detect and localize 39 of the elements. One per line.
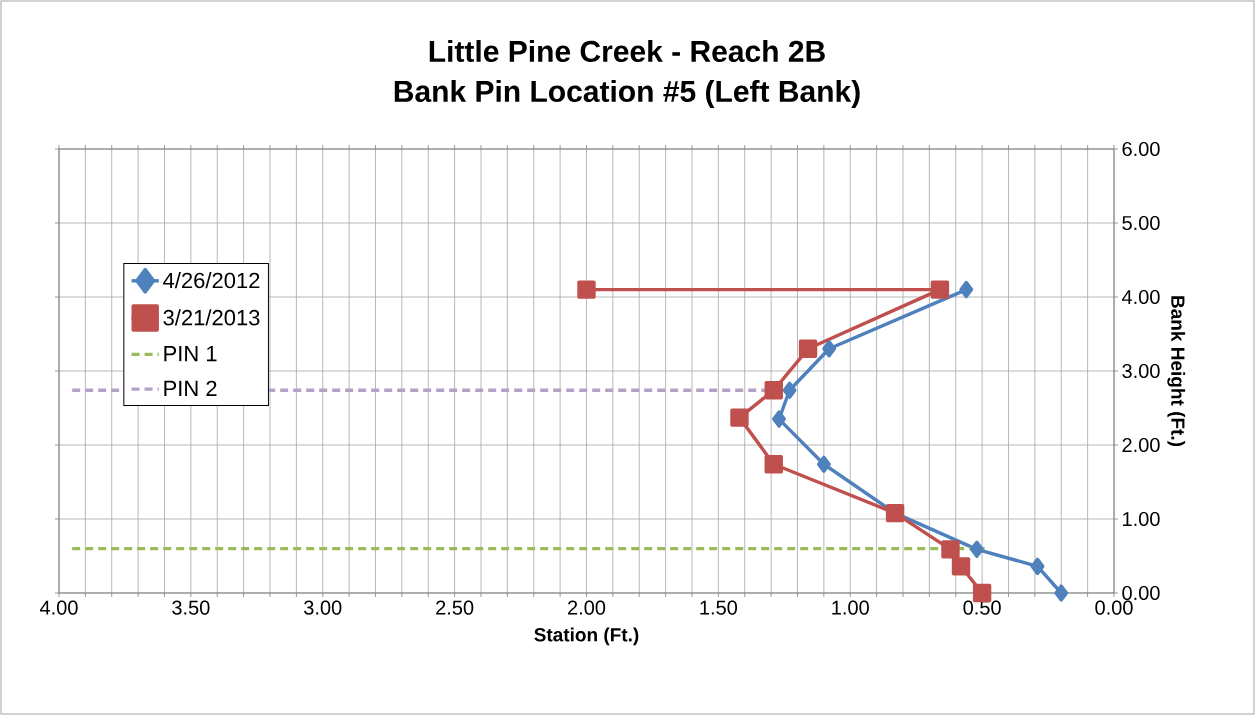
x-tick-label: 1.50 [700, 600, 738, 615]
point [577, 280, 596, 299]
x-tick-label: 4.00 [39, 600, 78, 615]
y-tick-label: 6.00 [1122, 141, 1160, 157]
y-tick-label: 3.00 [1122, 363, 1160, 379]
point [816, 455, 831, 473]
x-tick-label: 0.50 [963, 600, 1001, 615]
y-tick-label: 2.00 [1122, 437, 1160, 453]
legend-label: PIN 1 [164, 346, 217, 362]
point [959, 280, 974, 299]
point [798, 339, 818, 358]
x-tick-label: 2.50 [436, 600, 474, 615]
point [1054, 584, 1069, 602]
point [764, 455, 783, 474]
y-tick-label: 0.00 [1122, 585, 1160, 601]
chart-title: Little Pine Creek - Reach 2B Bank Pin Location #5 (Left Bank) [394, 40, 860, 108]
point [772, 410, 786, 428]
x-axis-title: Station (Ft.) [534, 627, 639, 646]
y-tick-label: 1.00 [1123, 511, 1160, 527]
x-tick-label: 1.00 [832, 600, 869, 615]
point [969, 540, 984, 559]
point [730, 408, 749, 427]
x-tick-label: 0.00 [1095, 600, 1133, 615]
point [951, 557, 971, 576]
y-tick-label: 5.00 [1122, 215, 1160, 231]
y-tick-label: 4.00 [1121, 289, 1160, 305]
legend-label: PIN 2 [164, 380, 217, 397]
point [930, 280, 950, 299]
x-tick-label: 3.50 [172, 600, 210, 615]
y-axis-title: Bank Height (Ft.) [1167, 296, 1186, 447]
point [764, 381, 783, 400]
point [1030, 557, 1045, 576]
legend-label: 4/26/2012 [163, 272, 260, 289]
x-tick-label: 2.00 [568, 600, 606, 615]
legend-label: 3/21/2013 [163, 309, 260, 326]
point [822, 340, 837, 358]
x-tick-label: 3.00 [304, 600, 342, 615]
point [941, 540, 960, 559]
point [782, 381, 797, 399]
